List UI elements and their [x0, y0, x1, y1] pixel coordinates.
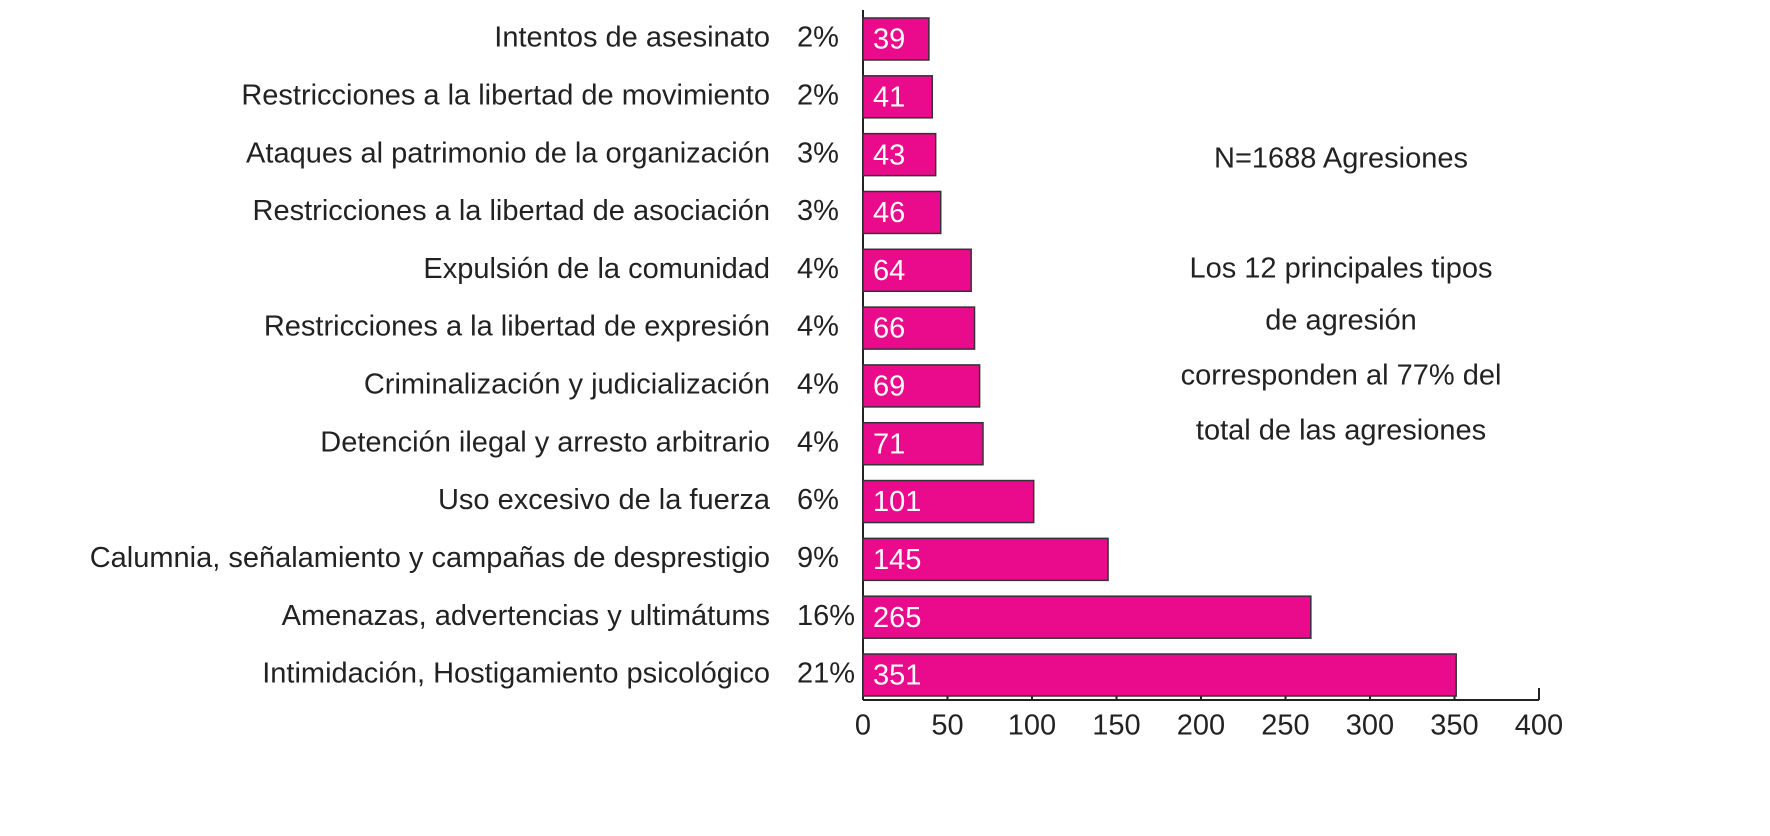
category-label: Ataques al patrimonio de la organización [246, 137, 770, 169]
value-label: 39 [873, 24, 905, 56]
bar [862, 75, 934, 119]
percent-label: 4% [797, 426, 839, 458]
value-label: 43 [873, 139, 905, 171]
category-label: Calumnia, señalamiento y campañas de des… [90, 542, 770, 574]
x-tick-label: 300 [1346, 710, 1394, 742]
percent-label: 3% [797, 195, 839, 227]
x-tick-label: 150 [1092, 710, 1140, 742]
percent-label: 16% [797, 600, 855, 632]
value-label: 265 [873, 602, 921, 634]
value-label: 351 [873, 660, 921, 692]
x-tick-label: 0 [855, 710, 871, 742]
bar [862, 248, 972, 293]
value-label: 66 [873, 313, 905, 345]
bar [862, 132, 937, 177]
x-tick-label: 50 [931, 710, 963, 742]
bar [862, 653, 1457, 697]
annotation: de agresión [1265, 305, 1417, 337]
bar [862, 364, 981, 408]
category-label: Intentos de asesinato [494, 22, 770, 54]
bar [862, 421, 984, 466]
category-label: Criminalización y judicialización [364, 369, 770, 401]
percent-label: 4% [797, 253, 839, 285]
value-label: 46 [873, 197, 905, 229]
category-label: Expulsión de la comunidad [423, 253, 770, 285]
bar [862, 595, 1312, 639]
category-label: Uso excesivo de la fuerza [438, 484, 771, 516]
bar [862, 479, 1035, 524]
percent-label: 4% [797, 311, 839, 343]
annotation: total de las agresiones [1196, 415, 1486, 447]
annotation: corresponden al 77% del [1181, 360, 1502, 392]
category-label: Detención ilegal y arresto arbitrario [320, 426, 770, 458]
x-tick-label: 250 [1261, 710, 1309, 742]
percent-label: 2% [797, 79, 839, 111]
x-tick-label: 200 [1177, 710, 1225, 742]
value-label: 64 [873, 255, 905, 287]
percent-label: 9% [797, 542, 839, 574]
percent-label: 2% [797, 22, 839, 54]
bar [862, 306, 976, 350]
x-tick-label: 400 [1515, 710, 1563, 742]
category-label: Restricciones a la libertad de asociació… [253, 195, 770, 227]
category-label: Restricciones a la libertad de movimient… [241, 79, 770, 111]
percent-label: 6% [797, 484, 839, 516]
category-label: Restricciones a la libertad de expresión [264, 311, 770, 343]
value-label: 101 [873, 486, 921, 518]
percent-label: 3% [797, 137, 839, 169]
category-label: Amenazas, advertencias y ultimátums [282, 600, 770, 632]
x-tick-label: 350 [1430, 710, 1478, 742]
value-label: 41 [873, 81, 905, 113]
category-label: Intimidación, Hostigamiento psicológico [262, 658, 770, 690]
percent-label: 21% [797, 658, 855, 690]
bar [862, 17, 930, 61]
value-label: 69 [873, 371, 905, 403]
value-label: 71 [873, 428, 905, 460]
bar [862, 190, 942, 235]
value-label: 145 [873, 544, 921, 576]
annotation: N=1688 Agresiones [1214, 143, 1468, 175]
annotation: Los 12 principales tipos [1189, 253, 1492, 285]
x-tick-label: 100 [1008, 710, 1056, 742]
percent-label: 4% [797, 369, 839, 401]
bar [862, 537, 1109, 582]
